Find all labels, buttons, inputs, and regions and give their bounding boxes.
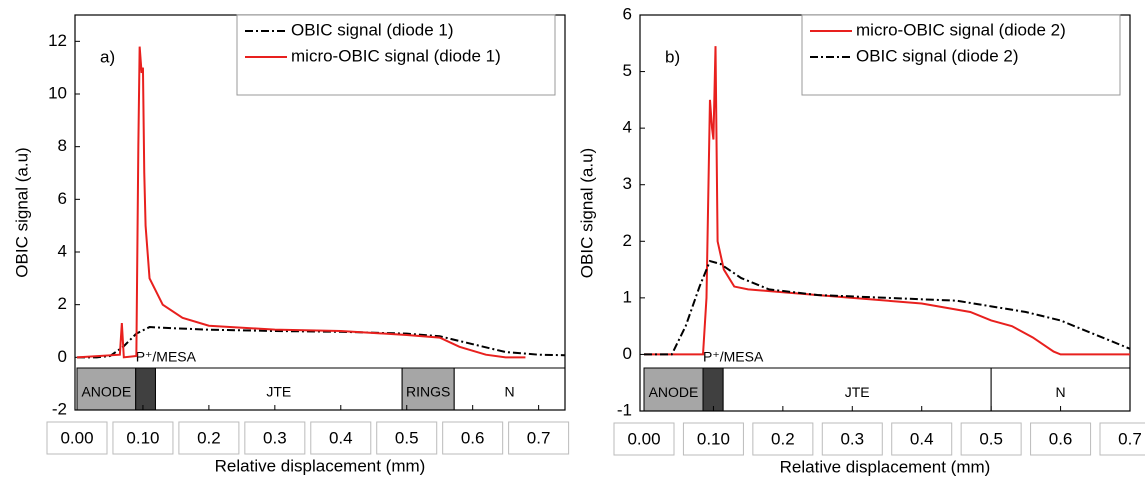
region-label: P⁺/MESA [703, 349, 764, 365]
x-tick-label: 0.6 [461, 428, 485, 447]
x-tick-box [682, 422, 744, 456]
x-tick-box [178, 421, 240, 455]
y-tick-label: -2 [52, 399, 67, 418]
y-tick-label: 12 [48, 31, 67, 50]
region-label: N [505, 384, 515, 400]
region-label: JTE [845, 384, 870, 400]
x-tick-label: 0.4 [910, 429, 934, 448]
region-label: P⁺/MESA [136, 349, 197, 365]
y-tick-label: 8 [58, 136, 67, 155]
panel-label: b) [665, 47, 680, 66]
y-tick-label: 6 [58, 189, 67, 208]
region [643, 367, 704, 412]
x-axis-label: Relative displacement (mm) [780, 457, 991, 476]
y-tick-label: 4 [623, 118, 632, 137]
y-tick-label: 2 [623, 231, 632, 250]
x-tick-box [613, 422, 675, 456]
x-tick-box [244, 421, 306, 455]
region [401, 367, 455, 411]
x-tick-label: 0.6 [1049, 429, 1073, 448]
x-tick-box [376, 421, 438, 455]
x-tick-label: 0.7 [1118, 429, 1142, 448]
y-tick-label: 2 [58, 294, 67, 313]
legend-box [801, 14, 1121, 96]
x-tick-label: 0.3 [840, 429, 864, 448]
y-tick-label: 10 [48, 83, 67, 102]
data-line [644, 259, 1131, 356]
x-tick-label: 0.00 [627, 429, 660, 448]
region-label: N [1056, 384, 1066, 400]
region [76, 367, 137, 411]
x-tick-box [112, 421, 174, 455]
y-tick-label: 3 [623, 174, 632, 193]
x-tick-label: 0.2 [197, 428, 221, 447]
x-tick-label: 0.3 [263, 428, 287, 447]
x-tick-box [1099, 422, 1145, 456]
x-tick-label: 0.10 [126, 428, 159, 447]
legend-label: micro-OBIC signal (diode 2) [856, 20, 1066, 39]
x-tick-box [960, 422, 1022, 456]
y-tick-label: -1 [617, 400, 632, 419]
x-tick-box [1030, 422, 1092, 456]
x-tick-label: 0.5 [979, 429, 1003, 448]
region [990, 367, 1131, 412]
y-axis-label: OBIC signal (a.u) [577, 148, 596, 278]
x-tick-label: 0.2 [771, 429, 795, 448]
legend-label: OBIC signal (diode 1) [291, 20, 454, 39]
x-tick-box [891, 422, 953, 456]
x-tick-box [752, 422, 814, 456]
x-tick-box [310, 421, 372, 455]
y-tick-label: 6 [623, 4, 632, 23]
x-tick-box [821, 422, 883, 456]
region [154, 367, 403, 411]
region [702, 367, 724, 412]
region-label: JTE [266, 384, 291, 400]
x-tick-label: 0.00 [60, 428, 93, 447]
x-tick-box [46, 421, 108, 455]
y-tick-label: 0 [623, 344, 632, 363]
x-tick-label: 0.5 [395, 428, 419, 447]
data-line [644, 46, 1130, 356]
legend-box [236, 14, 556, 96]
legend-label: micro-OBIC signal (diode 1) [291, 46, 501, 65]
panel-label: a) [100, 47, 115, 66]
y-tick-label: 5 [623, 61, 632, 80]
data-line [76, 46, 526, 359]
region-label: ANODE [649, 384, 699, 400]
legend-label: OBIC signal (diode 2) [856, 46, 1019, 65]
y-tick-label: 4 [58, 241, 67, 260]
region [135, 367, 156, 411]
y-tick-label: 1 [623, 287, 632, 306]
x-tick-label: 0.7 [527, 428, 551, 447]
region-label: ANODE [81, 384, 131, 400]
region [722, 367, 992, 412]
x-tick-label: 0.10 [697, 429, 730, 448]
x-tick-box [442, 421, 504, 455]
x-tick-label: 0.4 [329, 428, 353, 447]
x-tick-box [508, 421, 570, 455]
data-line [77, 326, 566, 359]
y-tick-label: 0 [58, 347, 67, 366]
region-label: RINGS [406, 384, 450, 400]
y-axis-label: OBIC signal (a.u) [12, 147, 31, 277]
x-axis-label: Relative displacement (mm) [215, 456, 426, 475]
